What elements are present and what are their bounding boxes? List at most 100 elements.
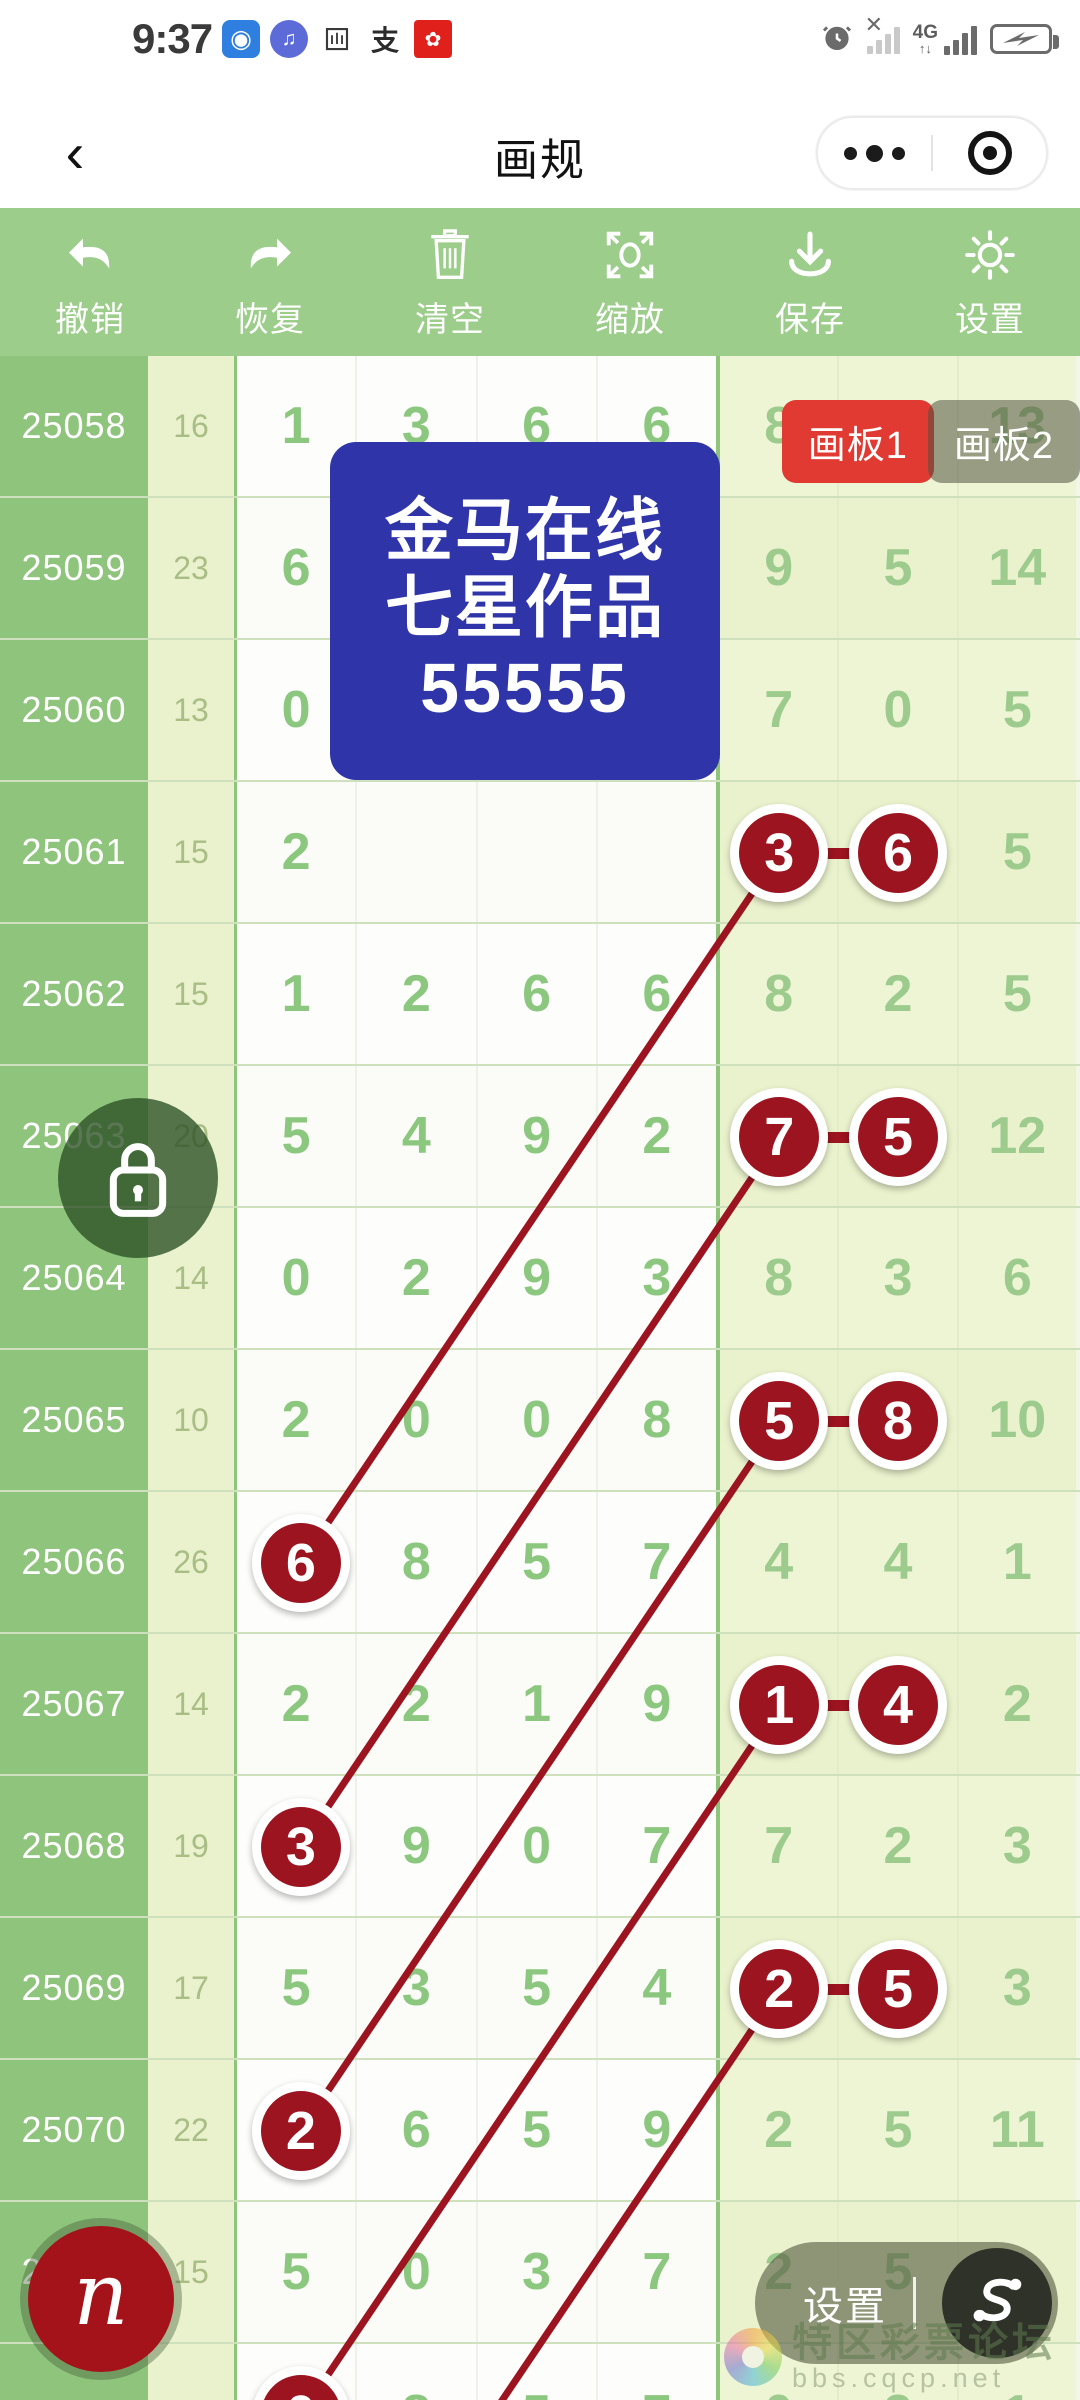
grid-cell[interactable]: 2 [357, 1208, 478, 1348]
number-grid[interactable]: 2505816136686132505923695142506013070525… [0, 356, 1080, 2400]
grid-cell[interactable]: 1 [237, 356, 358, 496]
number-marker[interactable]: 5 [849, 1940, 947, 2038]
grid-cell[interactable]: 10 [988, 1391, 1047, 1449]
number-marker[interactable]: 2 [730, 1940, 829, 2038]
tab-board-2[interactable]: 画板2 [927, 400, 1080, 483]
grid-cell[interactable]: 14 [988, 539, 1047, 597]
grid-cell[interactable]: 5 [237, 1066, 358, 1206]
grid-cell[interactable]: 12 [988, 1107, 1047, 1165]
grid-cell[interactable]: 2 [720, 2060, 840, 2200]
grid-cell[interactable]: 5 [478, 1492, 598, 1632]
grid-cell[interactable]: 2 [237, 1634, 358, 1774]
grid-cell[interactable]: 5 [839, 2060, 959, 2200]
table-row[interactable]: 25062 15 1 2 6 6 8 2 5 [0, 924, 1080, 1066]
grid-cell[interactable] [598, 782, 716, 922]
grid-cell[interactable]: 3 [642, 1249, 672, 1307]
grid-cell[interactable]: 5 [1002, 823, 1032, 881]
grid-cell[interactable]: 2 [642, 1107, 672, 1165]
grid-cell[interactable]: 2 [1002, 1675, 1032, 1733]
grid-cell[interactable]: 1 [1002, 1533, 1032, 1591]
grid-cell[interactable]: 0 [478, 1350, 598, 1490]
grid-cell[interactable]: 0 [478, 1776, 598, 1916]
toolbar-button-redo[interactable]: 恢复 [180, 208, 360, 356]
number-marker[interactable]: 6 [849, 804, 947, 902]
grid-cell[interactable]: 5 [1002, 965, 1032, 1023]
grid-cell[interactable] [357, 782, 478, 922]
grid-cell[interactable]: 9 [478, 1208, 598, 1348]
grid-cell[interactable]: 2 [237, 782, 358, 922]
table-row[interactable]: 25070 22 6 5 9 2 5 11 [0, 2060, 1080, 2202]
grid-cell[interactable]: 8 [357, 2344, 478, 2400]
grid-cell[interactable]: 9 [642, 2101, 672, 2159]
grid-cell[interactable]: 4 [357, 1066, 478, 1206]
snake-s-icon[interactable] [942, 2248, 1052, 2358]
pen-signature-icon[interactable]: n [28, 2226, 174, 2372]
grid-cell[interactable]: 7 [720, 1776, 840, 1916]
number-marker[interactable]: 3 [251, 1798, 350, 1896]
grid-cell[interactable]: 2 [237, 1350, 358, 1490]
grid-cell[interactable]: 6 [478, 924, 598, 1064]
grid-cell[interactable]: 8 [720, 1208, 840, 1348]
grid-cell[interactable]: 6 [357, 2060, 478, 2200]
grid-cell[interactable]: 2 [357, 1634, 478, 1774]
grid-cell[interactable] [839, 782, 959, 922]
toolbar-button-clear[interactable]: 清空 [360, 208, 540, 356]
table-row[interactable]: 25068 19 9 0 7 7 2 3 [0, 1776, 1080, 1918]
grid-cell[interactable]: 3 [478, 2202, 598, 2342]
number-marker[interactable]: 5 [849, 1088, 947, 1186]
grid-cell[interactable] [839, 1918, 959, 2058]
grid-cell[interactable]: 5 [478, 1918, 598, 2058]
grid-cell[interactable]: 3 [1002, 1817, 1032, 1875]
grid-cell[interactable]: 2 [839, 924, 959, 1064]
grid-cell[interactable]: 0 [839, 640, 959, 780]
tab-board-1[interactable]: 画板1 [781, 400, 934, 483]
grid-cell[interactable]: 5 [237, 1918, 358, 2058]
number-marker[interactable]: 8 [849, 1372, 947, 1470]
table-row[interactable]: 25066 26 8 5 7 4 4 1 [0, 1492, 1080, 1634]
grid-cell[interactable]: 3 [357, 1918, 478, 2058]
toolbar-button-settings[interactable]: 设置 [900, 208, 1080, 356]
grid-cell[interactable]: 8 [642, 1391, 672, 1449]
toolbar-button-undo[interactable]: 撤销 [0, 208, 180, 356]
grid-cell[interactable]: 7 [642, 1817, 672, 1875]
grid-cell[interactable] [839, 1350, 959, 1490]
lock-button[interactable] [58, 1098, 218, 1258]
grid-cell[interactable]: 3 [839, 2344, 959, 2400]
grid-cell[interactable]: 5 [478, 2344, 598, 2400]
grid-cell[interactable]: 9 [642, 1675, 672, 1733]
number-marker[interactable]: 1 [730, 1656, 829, 1754]
grid-cell[interactable]: 9 [720, 498, 840, 638]
number-marker[interactable]: 5 [730, 1372, 829, 1470]
grid-cell[interactable]: 1 [959, 2344, 1076, 2400]
number-marker[interactable]: 6 [251, 1514, 350, 1612]
grid-cell[interactable] [478, 782, 598, 922]
grid-cell[interactable]: 7 [720, 640, 840, 780]
target-icon[interactable] [933, 131, 1046, 175]
grid-cell[interactable]: 6 [1002, 1249, 1032, 1307]
grid-cell[interactable]: 5 [237, 2202, 358, 2342]
grid-cell[interactable]: 4 [642, 1959, 672, 2017]
number-marker[interactable]: 7 [730, 1088, 829, 1186]
number-marker[interactable]: 2 [251, 2082, 350, 2180]
back-button[interactable]: ‹ [65, 121, 85, 184]
number-marker[interactable]: 4 [849, 1656, 947, 1754]
toolbar-button-save[interactable]: 保存 [720, 208, 900, 356]
grid-cell[interactable]: 1 [478, 1634, 598, 1774]
grid-cell[interactable]: 9 [478, 1066, 598, 1206]
grid-cell[interactable]: 6 [642, 965, 672, 1023]
grid-cell[interactable]: 9 [357, 1776, 478, 1916]
grid-cell[interactable]: 5 [478, 2060, 598, 2200]
grid-cell[interactable]: 0 [357, 1350, 478, 1490]
grid-cell[interactable]: 4 [839, 1492, 959, 1632]
grid-cell[interactable]: 7 [642, 1533, 672, 1591]
grid-cell[interactable]: 8 [720, 924, 840, 1064]
grid-cell[interactable]: 4 [720, 1492, 840, 1632]
grid-cell[interactable] [839, 1634, 959, 1774]
grid-cell[interactable]: 0 [357, 2202, 478, 2342]
grid-cell[interactable]: 2 [839, 1776, 959, 1916]
grid-cell[interactable] [839, 1066, 959, 1206]
floating-settings-button[interactable]: 设置 [755, 2242, 1058, 2364]
grid-cell[interactable]: 8 [357, 1492, 478, 1632]
grid-cell[interactable]: 3 [839, 1208, 959, 1348]
grid-cell[interactable]: 3 [1002, 1959, 1032, 2017]
